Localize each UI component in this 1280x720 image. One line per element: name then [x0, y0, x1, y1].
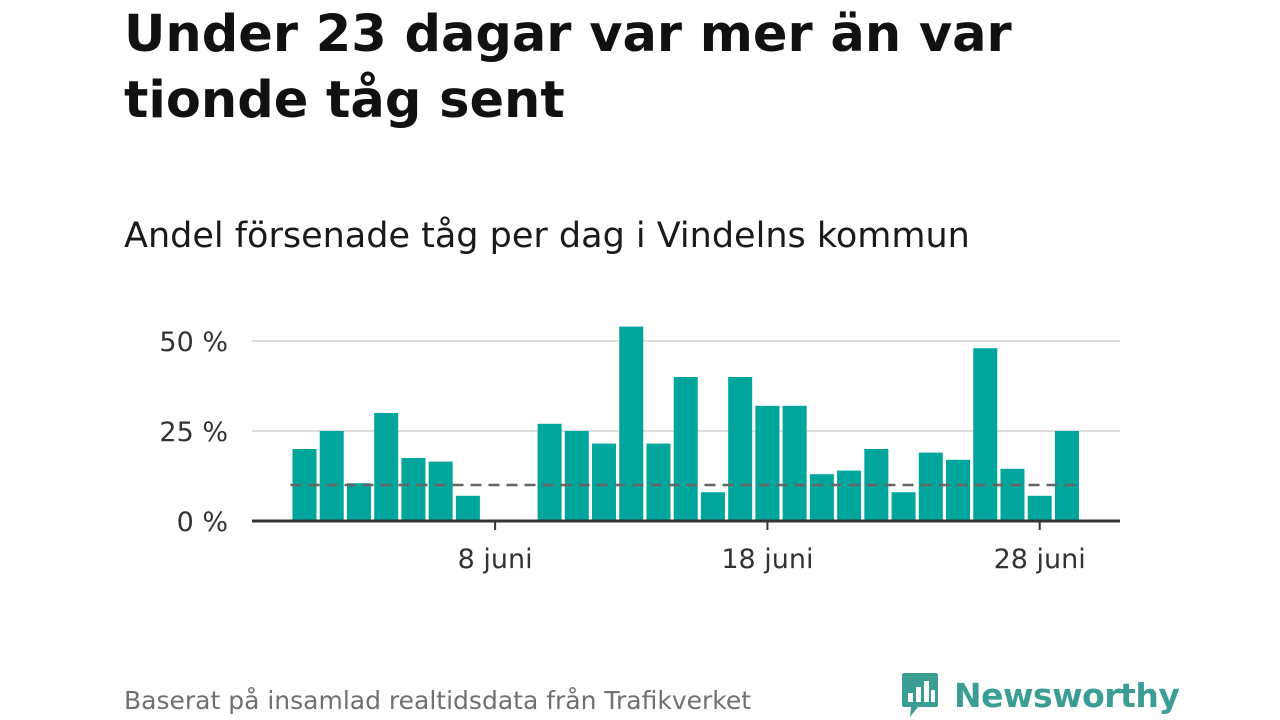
bar	[646, 443, 671, 521]
bar-chart-speech-bubble-icon	[902, 673, 938, 717]
bar	[592, 443, 617, 521]
bar	[809, 474, 834, 521]
y-tick-label: 25 %	[159, 417, 228, 448]
bar	[319, 431, 344, 521]
bar	[374, 413, 399, 521]
chart-title: Under 23 dagar var mer än var tionde tåg…	[124, 5, 1012, 130]
bar-chart: 0 % 25 % 50 % 8 juni 18 juni 28 juni	[159, 326, 1120, 575]
brand-logo: Newsworthy	[900, 670, 1180, 720]
bar	[1054, 431, 1079, 521]
bar	[1027, 495, 1052, 521]
y-tick-label: 50 %	[159, 327, 228, 358]
bar	[346, 483, 371, 521]
bar	[537, 423, 562, 521]
bar	[728, 377, 753, 521]
bar	[455, 495, 480, 521]
brand-name: Newsworthy	[954, 675, 1180, 715]
bar	[918, 452, 943, 521]
x-tick-label: 8 juni	[458, 544, 533, 575]
bar	[755, 405, 780, 521]
bar	[837, 470, 862, 521]
bar	[1000, 468, 1025, 521]
x-tick-label: 18 juni	[721, 544, 813, 575]
y-tick-label: 0 %	[177, 507, 228, 538]
bar	[973, 348, 998, 521]
x-tick-label: 28 juni	[994, 544, 1086, 575]
bar	[619, 326, 644, 521]
bar	[673, 377, 698, 521]
bar	[564, 431, 589, 521]
source-note: Baserat på insamlad realtidsdata från Tr…	[124, 686, 752, 715]
bar	[946, 459, 971, 521]
chart-subtitle: Andel försenade tåg per dag i Vindelns k…	[124, 216, 970, 256]
bar	[782, 405, 807, 521]
bar	[428, 461, 453, 521]
bar	[891, 492, 916, 521]
bar	[700, 492, 725, 521]
bar	[401, 458, 426, 521]
